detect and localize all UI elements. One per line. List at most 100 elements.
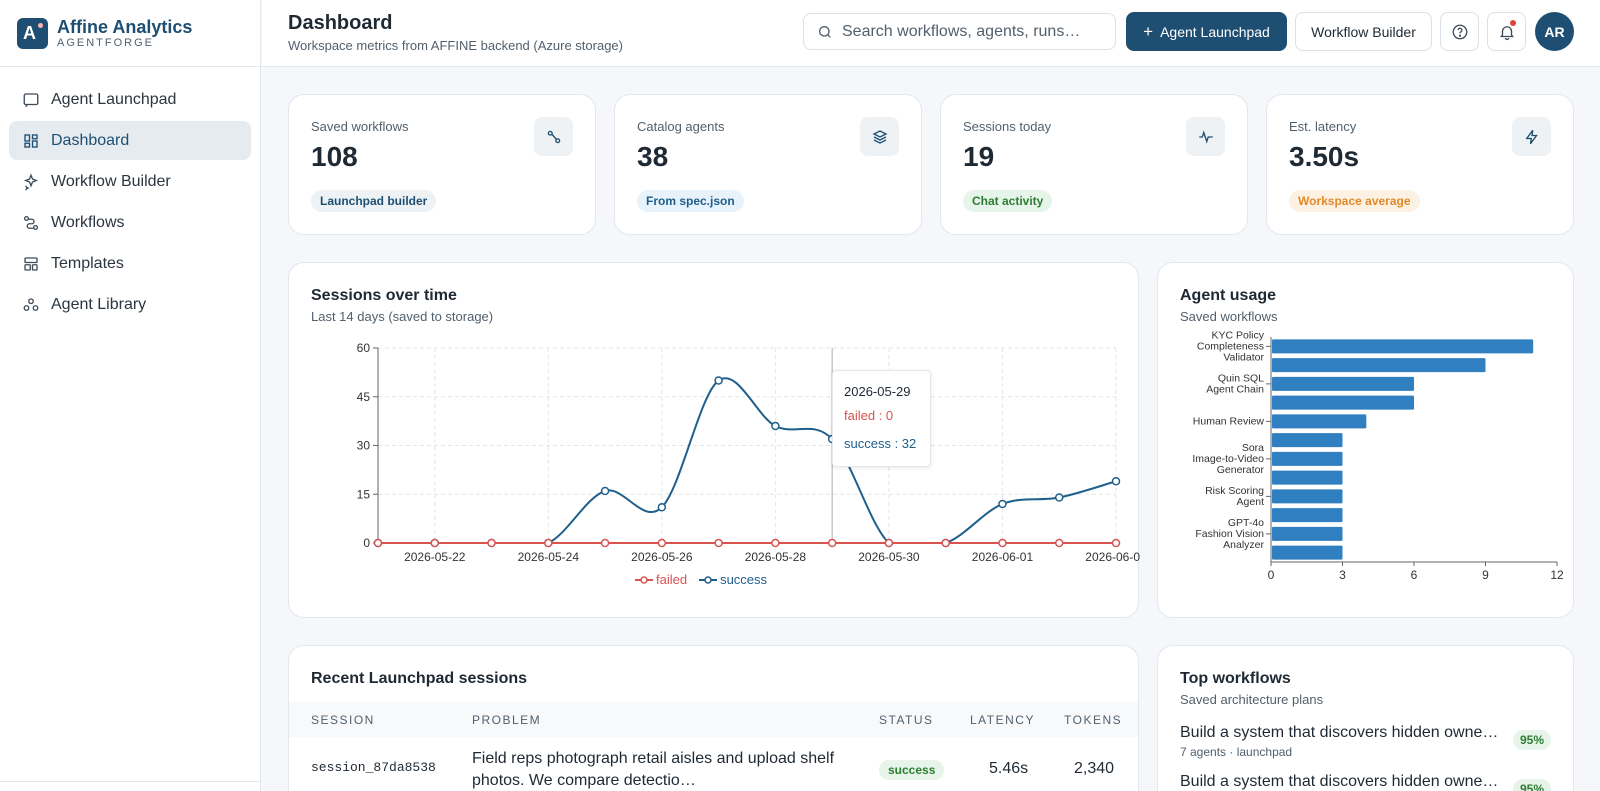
x-tick-label: 2026-06-01 [972, 550, 1034, 564]
workflow-item-title[interactable]: Build a system that discovers hidden own… [1180, 724, 1502, 741]
logo-icon: A [17, 17, 48, 49]
sidebar-item-workflow-builder[interactable]: Workflow Builder [9, 162, 251, 201]
series-line-success [378, 377, 1117, 544]
card-subtitle: Saved workflows [1180, 309, 1278, 324]
search-placeholder: Search workflows, agents, runs… [842, 22, 1081, 40]
x-tick-label: 2026-05-26 [631, 550, 693, 564]
category-label: Risk Scoring [1205, 485, 1264, 497]
card-title: Agent usage [1180, 287, 1277, 304]
data-point-failed [827, 538, 837, 548]
bar [1272, 451, 1343, 466]
avatar[interactable]: AR [1535, 12, 1574, 51]
legend-failed-label: failed [656, 572, 688, 587]
agent-usage-card: Agent usage Saved workflows 0 3 6 9 12 KYC Po… [1157, 262, 1574, 618]
sidebar-item-agent-library[interactable]: Agent Library [9, 285, 251, 324]
legend-success[interactable]: success [699, 572, 767, 587]
stat-pill: Chat activity [963, 190, 1053, 212]
workflow-item-score: 95% [1512, 779, 1551, 791]
workflow-item-score: 95% [1512, 730, 1551, 750]
category-label: Agent [1237, 496, 1265, 508]
status-badge: success [879, 760, 945, 780]
stat-label: Catalog agents [637, 119, 725, 134]
legend-failed-marker [635, 575, 653, 584]
data-point-failed [430, 538, 440, 548]
sparkle-icon [23, 172, 39, 191]
sidebar-item-agent-launchpad[interactable]: Agent Launchpad [9, 80, 251, 119]
workflow-icon [23, 215, 39, 230]
x-tick-label: 2026-05-22 [404, 550, 466, 564]
x-tick-label: 6 [1411, 568, 1418, 582]
stat-value: 108 [311, 141, 358, 172]
workflow-item-title[interactable]: Build a system that discovers hidden own… [1180, 773, 1502, 790]
data-point-failed [998, 538, 1007, 548]
column-header-latency: LATENCY [970, 713, 1035, 727]
stat-value: 19 [963, 141, 995, 172]
data-point-failed [600, 538, 610, 548]
stat-card-catalog-agents: Catalog agents 38 From spec.json [614, 94, 922, 235]
stat-pill: From spec.json [637, 190, 744, 212]
stat-value: 3.50s [1289, 141, 1360, 172]
x-tick-label: 3 [1339, 568, 1346, 582]
sidebar-nav: Agent Launchpad Dashboard Workflow Build… [0, 67, 260, 339]
card-title: Sessions over time [311, 287, 457, 304]
bar [1272, 433, 1343, 448]
sidebar-footer [0, 781, 260, 791]
category-label: Fashion Vision [1195, 528, 1264, 540]
bar [1272, 358, 1486, 373]
bolt-icon [1512, 117, 1551, 156]
library-icon [23, 297, 39, 311]
notification-dot [1510, 20, 1516, 26]
data-point-failed [373, 538, 383, 548]
sidebar-item-workflows[interactable]: Workflows [9, 203, 251, 242]
data-point-failed [1054, 538, 1064, 548]
brand[interactable]: A Affine Analytics AGENTFORGE [0, 0, 260, 67]
tooltip-success: success : 32 [844, 436, 917, 451]
sessions-line-chart[interactable]: 0 15 30 45 60 2026-05-22 2026-05-24 2026-05-26 2… [289, 263, 1140, 619]
y-tick-label: 45 [357, 390, 371, 404]
bar [1272, 545, 1343, 560]
session-id: session_87da8538 [311, 760, 436, 775]
column-header-session: SESSION [311, 713, 375, 727]
workflow-builder-button[interactable]: Workflow Builder [1295, 12, 1432, 51]
latency-value: 5.46s [989, 760, 1029, 777]
bar [1272, 470, 1343, 485]
column-header-status: STATUS [879, 713, 934, 727]
agent-launchpad-button[interactable]: + Agent Launchpad [1126, 12, 1287, 51]
data-point-failed [657, 538, 667, 548]
notifications-button[interactable] [1487, 12, 1526, 51]
tooltip-failed: failed : 0 [844, 408, 894, 423]
stat-label: Saved workflows [311, 119, 409, 134]
template-icon [24, 256, 38, 271]
sessions-chart-card: Sessions over time Last 14 days (saved t… [288, 262, 1140, 619]
brand-sub: AGENTFORGE [57, 36, 155, 49]
sidebar-item-dashboard[interactable]: Dashboard [9, 121, 251, 160]
category-label: Quin SQL [1218, 372, 1264, 384]
bar [1272, 395, 1414, 410]
data-point-failed [771, 538, 780, 548]
sidebar-item-label: Dashboard [51, 131, 130, 149]
data-point-failed [1111, 538, 1121, 548]
stat-label: Est. latency [1289, 119, 1357, 134]
category-label: Sora [1242, 442, 1264, 454]
stat-card-latency: Est. latency 3.50s Workspace average [1266, 94, 1574, 235]
activity-icon [1186, 117, 1225, 156]
help-button[interactable] [1440, 12, 1479, 51]
plus-icon: + [1143, 21, 1154, 41]
data-point-failed [714, 538, 723, 548]
search-input[interactable]: Search workflows, agents, runs… [803, 13, 1116, 50]
legend-failed[interactable]: failed [635, 572, 687, 587]
category-label: Completeness [1197, 340, 1264, 352]
chart-legend: failed success [635, 572, 767, 587]
top-workflows-card: Top workflows Saved architecture plans B… [1157, 645, 1574, 791]
column-header-problem: PROBLEM [472, 713, 542, 727]
category-label: Generator [1217, 464, 1265, 476]
sidebar-item-label: Workflows [51, 213, 125, 231]
y-tick-label: 60 [357, 341, 371, 355]
sidebar-item-label: Agent Launchpad [51, 90, 177, 108]
x-tick-label: 9 [1482, 568, 1489, 582]
problem-line-2: photos. We compare detectio… [472, 772, 696, 789]
sidebar-item-templates[interactable]: Templates [9, 244, 251, 283]
legend-success-label: success [720, 572, 768, 587]
sidebar-item-label: Workflow Builder [51, 172, 171, 190]
